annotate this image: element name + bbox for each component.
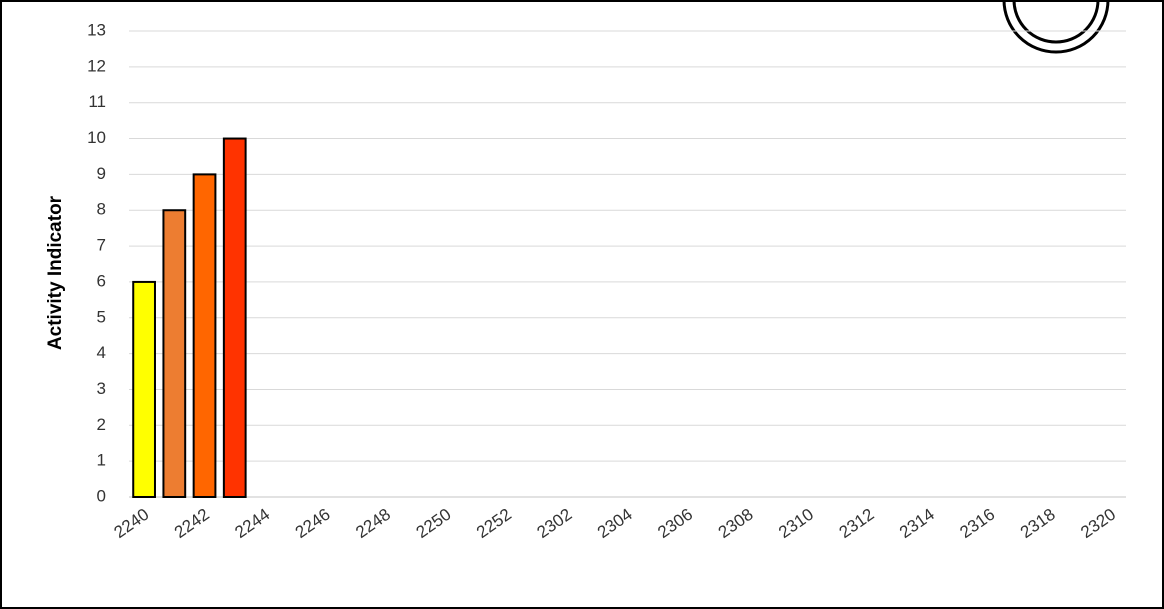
y-tick-label: 6: [97, 271, 106, 290]
y-tick-label: 8: [97, 200, 106, 219]
y-tick-label: 7: [97, 236, 106, 255]
y-tick-label: 3: [97, 379, 106, 398]
bar: [222, 137, 247, 499]
y-tick-label: 13: [87, 20, 106, 39]
x-tick-label: 2242: [171, 505, 213, 542]
y-tick-label: 5: [97, 307, 106, 326]
y-tick-label: 10: [87, 128, 106, 147]
x-tick-label: 2312: [836, 505, 878, 542]
bars: [132, 137, 247, 499]
x-tick-label: 2250: [413, 505, 455, 542]
x-tick-label: 2248: [352, 505, 394, 542]
gridlines: [129, 30, 1126, 498]
x-tick-label: 2320: [1077, 505, 1119, 542]
x-tick-label: 2240: [111, 505, 153, 542]
bar: [132, 280, 156, 498]
x-tick-label: 2306: [654, 505, 696, 542]
y-tick-label: 0: [97, 486, 106, 505]
bar: [162, 209, 187, 498]
y-tick-label: 11: [88, 92, 106, 111]
x-axis-tick-labels: 2240 2242 2244 2246 2248 2250 2252 2302 2304 2306…: [111, 505, 1120, 542]
ellipse-fragment: [1002, 0, 1110, 54]
y-tick-label: 9: [97, 164, 106, 183]
x-tick-label: 2316: [956, 505, 998, 542]
y-tick-label: 12: [87, 56, 106, 75]
y-tick-label: 2: [97, 415, 106, 434]
top-right-ellipse-decoration: [1002, 0, 1110, 54]
x-tick-label: 2244: [231, 505, 273, 542]
y-axis-title: Activity Indicator: [45, 195, 66, 350]
x-tick-label: 2302: [533, 505, 575, 542]
x-tick-label: 2252: [473, 505, 515, 542]
y-tick-label: 1: [97, 451, 106, 470]
y-tick-label: 4: [97, 343, 106, 362]
x-tick-label: 2308: [715, 505, 757, 542]
x-tick-label: 2310: [775, 505, 817, 542]
x-tick-label: 2246: [292, 505, 334, 542]
bar: [192, 173, 217, 498]
x-tick-label: 2318: [1017, 505, 1059, 542]
x-tick-label: 2314: [896, 505, 938, 542]
x-tick-label: 2304: [594, 505, 636, 542]
